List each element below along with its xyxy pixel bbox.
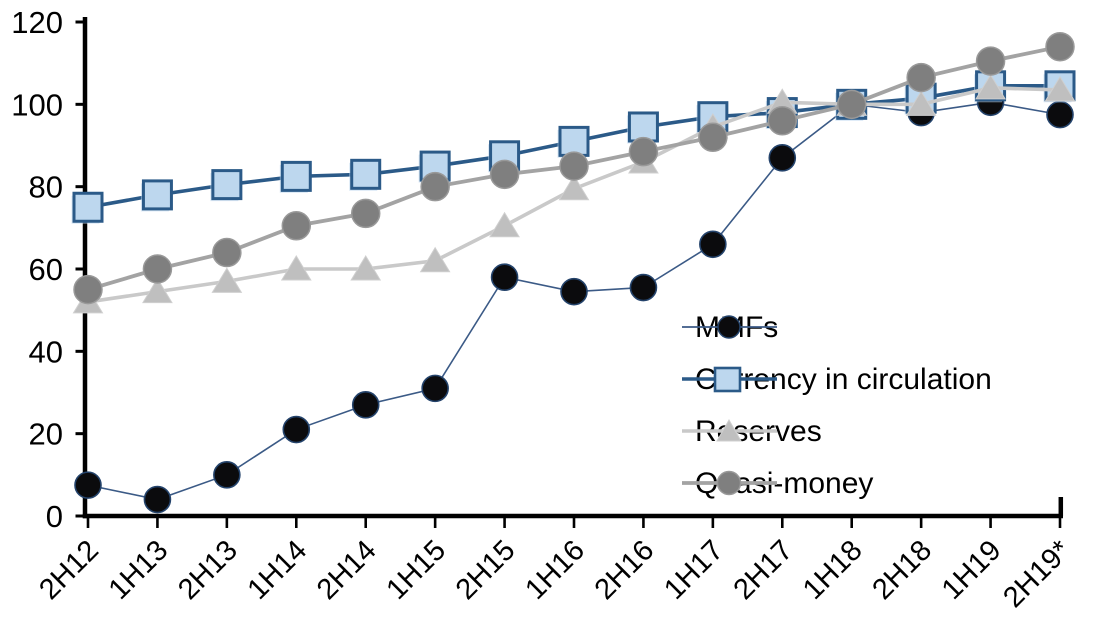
y-tick-label: 120 [11,5,63,40]
x-tick-label: 1H16 [519,534,591,606]
series-mmfs [74,88,1074,514]
reserves-marker [350,255,382,281]
legend-item-quasi-money: Quasi-money [682,466,873,502]
currency-in-circulation-marker [211,169,243,201]
x-tick-label: 1H13 [103,534,175,606]
x-tick-label: 2H13 [172,534,244,606]
legend-item-currency-in-circulation: Currency in circulation [682,362,992,398]
quasi-money-marker [975,46,1006,76]
y-tick-label: 40 [29,334,63,369]
x-tick-label: 2H15 [450,534,522,606]
reserves-marker-icon [682,418,777,442]
x-tick-label: 1H19 [936,534,1008,606]
x-tick-label: 2H16 [589,534,661,606]
legend-item-mmfs: MMFs [682,310,778,346]
quasi-money-marker [281,211,312,241]
quasi-money-marker [698,122,728,153]
legend-item-reserves: Reserves [682,414,822,450]
reserves-marker [419,246,451,273]
reserves-marker [280,255,312,281]
x-tick-label: 1H15 [380,534,452,606]
x-tick-label: 2H17 [728,534,800,606]
quasi-money-marker [1045,31,1075,62]
y-tick-label: 60 [29,252,63,287]
series-quasi-money [73,31,1075,305]
mmfs-marker [213,461,241,489]
quasi-money-marker [420,171,450,202]
currency-in-circulation-marker [141,179,173,211]
y-tick-label: 20 [29,417,63,452]
quasi-money-marker [906,62,936,93]
reserves-marker [558,174,590,201]
x-tick-label: 1H17 [658,534,730,606]
x-tick-label: 1H18 [797,534,869,606]
x-tick-label: 2H12 [33,534,105,606]
x-tick-label: 2H14 [311,534,383,606]
currency-in-circulation-marker [280,160,312,192]
quasi-money-marker [350,198,381,229]
mmfs-marker [1046,100,1074,129]
quasi-money-marker [212,237,242,268]
y-tick-label: 100 [11,87,63,122]
mmfs-marker [351,391,380,419]
quasi-money-marker [836,89,867,120]
quasi-money-marker [489,159,520,190]
currency-in-circulation-marker [72,191,104,223]
mmfs-marker [143,485,172,514]
currency-in-circulation-marker [627,111,659,143]
quasi-money-marker [73,274,103,305]
currency-in-circulation-marker-icon [682,366,777,393]
mmfs-marker [560,277,588,306]
quasi-money-marker [142,254,173,284]
mmfs-marker [282,415,311,444]
reserves-marker [1044,75,1076,102]
currency-in-circulation-marker [350,158,382,190]
y-tick-label: 80 [29,170,63,205]
mmfs-marker [74,471,102,499]
x-tick-label: 1H14 [242,534,314,606]
x-tick-label: 2H18 [866,534,938,606]
mmfs-marker [421,374,449,403]
quasi-money-marker-icon [682,470,777,496]
mmfs-marker [490,263,519,292]
mmfs-marker [629,273,658,302]
quasi-money-marker [628,136,659,167]
y-tick-label: 0 [46,499,63,534]
reserves-marker [975,73,1006,100]
quasi-money-marker [559,151,589,181]
mmfs-marker [699,230,727,259]
mmfs-marker [768,144,797,172]
reserves-marker [905,90,937,116]
reserves-marker [211,267,243,293]
quasi-money-marker [767,106,798,136]
x-tick-label: 2H19* [997,534,1077,614]
mmfs-marker-icon [682,315,777,339]
currency-in-circulation-marker [558,125,590,157]
reserves-marker [142,277,173,304]
reserves-marker [489,211,520,238]
